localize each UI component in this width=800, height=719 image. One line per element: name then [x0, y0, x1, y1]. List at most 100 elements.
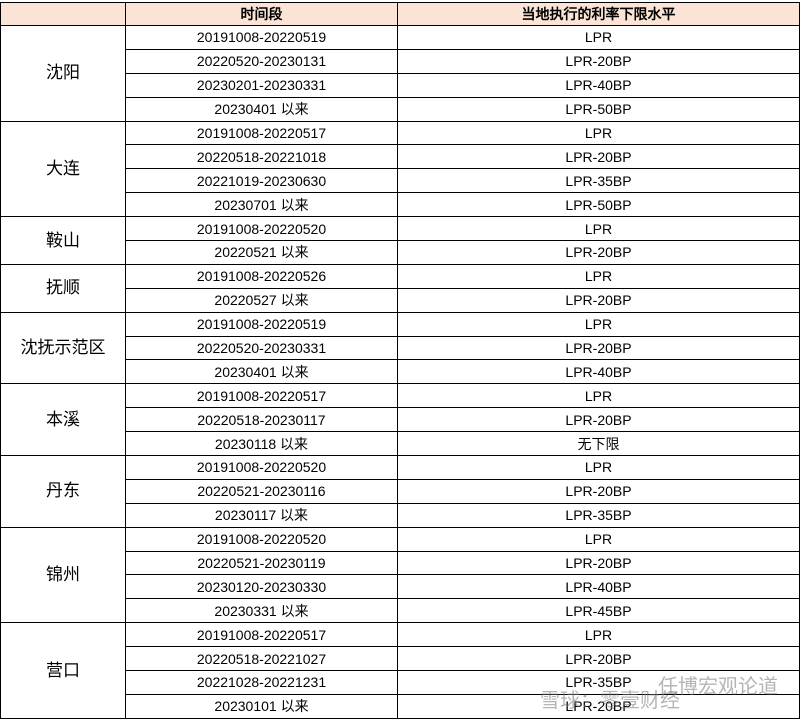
table-row: 20230117 以来 LPR-35BP: [1, 502, 800, 528]
city-cell: 锦州: [0, 526, 126, 624]
period-cell: 20220518-20221018: [125, 144, 398, 170]
period-cell: 20230117 以来: [125, 502, 398, 528]
rate-cell: LPR: [397, 25, 800, 50]
rate-cell: LPR-35BP: [397, 502, 800, 528]
city-cell: 沈阳: [0, 25, 126, 122]
rate-cell: LPR-40BP: [397, 359, 800, 385]
header-cell: 当地执行的利率下限水平: [397, 2, 800, 26]
table-row: 20220521-20230119 LPR-20BP: [1, 550, 800, 576]
period-cell: 20230201-20230331: [125, 72, 398, 98]
period-cell: 20220521 以来: [125, 240, 398, 265]
rate-cell: 无下限: [397, 431, 800, 457]
rate-cell: LPR-20BP: [397, 287, 800, 313]
rate-cell: LPR-20BP: [397, 407, 800, 433]
table-row: 本溪 20191008-20220517 LPR: [0, 383, 800, 457]
rate-cell: LPR: [397, 526, 800, 552]
rate-cell: LPR-20BP: [397, 478, 800, 504]
rate-cell: LPR: [397, 263, 800, 289]
watermark: 雪球：零壹财经: [540, 690, 680, 712]
rate-cell: LPR-35BP: [397, 670, 800, 695]
rate-cell: LPR-40BP: [397, 574, 800, 600]
table-row: 20230118 以来 无下限: [1, 431, 800, 457]
period-cell: 20220521-20230116: [125, 478, 398, 504]
city-cell: 沈抚示范区: [0, 311, 126, 385]
period-cell: 20191008-20220517: [125, 120, 398, 146]
period-cell: 20221028-20221231: [125, 670, 398, 695]
city-cell: 抚顺: [0, 263, 126, 313]
period-cell: 20191008-20220517: [125, 622, 398, 648]
table-row: 20221028-20221231 LPR-35BP: [1, 670, 800, 695]
period-cell: 20230101 以来: [125, 693, 398, 719]
period-cell: 20230401 以来: [125, 359, 398, 385]
header-cell: 时间段: [125, 2, 398, 26]
rate-cell: LPR-20BP: [397, 48, 800, 74]
rate-cell: LPR-20BP: [397, 550, 800, 576]
table-row: 20230401 以来 LPR-50BP: [1, 96, 800, 122]
rate-cell: LPR-40BP: [397, 72, 800, 98]
table-row: 丹东 20191008-20220520 LPR: [0, 455, 800, 528]
header-cell: [0, 2, 126, 26]
period-cell: 20230120-20230330: [125, 574, 398, 600]
city-cell: 鞍山: [0, 216, 126, 265]
table-row: 20220518-20221027 LPR-20BP: [1, 646, 800, 672]
rate-cell: LPR-45BP: [397, 598, 800, 624]
rate-cell: LPR: [397, 622, 800, 648]
rate-cell: LPR: [397, 216, 800, 242]
period-cell: 20230118 以来: [125, 431, 398, 457]
header-row: 时间段 当地执行的利率下限水平: [0, 2, 800, 26]
city-cell: 本溪: [0, 383, 126, 457]
period-cell: 20191008-20220517: [125, 383, 398, 409]
rate-cell: LPR: [397, 383, 800, 409]
table-row: 抚顺 20191008-20220526 LPR: [0, 263, 800, 313]
rate-cell: LPR-20BP: [397, 693, 800, 719]
table-header: 时间段 当地执行的利率下限水平: [0, 2, 800, 26]
period-cell: 20220520-20230131: [125, 48, 398, 74]
period-cell: 20220518-20230117: [125, 407, 398, 433]
table-row: 20230401 以来 LPR-40BP: [1, 359, 800, 385]
table-row: 20220521 以来 LPR-20BP: [1, 240, 800, 265]
period-cell: 20220527 以来: [125, 287, 398, 313]
period-cell: 20230331 以来: [125, 598, 398, 624]
city-cell: 营口: [0, 622, 126, 719]
period-cell: 20220521-20230119: [125, 550, 398, 576]
period-cell: 20220520-20230331: [125, 335, 398, 361]
rate-cell: LPR-50BP: [397, 96, 800, 122]
table-body: 沈阳 20191008-20220519 LPR 20220520-20230131 L…: [0, 25, 800, 719]
table-row: 20221019-20230630 LPR-35BP: [1, 168, 800, 194]
period-cell: 20191008-20220519: [125, 311, 398, 337]
table-row: 鞍山 20191008-20220520 LPR: [0, 216, 800, 265]
period-cell: 20221019-20230630: [125, 168, 398, 194]
table-row: 大连 20191008-20220517 LPR: [0, 120, 800, 218]
period-cell: 20230401 以来: [125, 96, 398, 122]
rate-cell: LPR: [397, 120, 800, 146]
table-row: 20220518-20221018 LPR-20BP: [1, 144, 800, 170]
period-cell: 20230701 以来: [125, 192, 398, 218]
table-row: 20230331 以来 LPR-45BP: [1, 598, 800, 624]
rate-cell: LPR: [397, 311, 800, 337]
table-row: 营口 20191008-20220517 LPR: [0, 622, 800, 719]
period-cell: 20191008-20220519: [125, 25, 398, 50]
table-row: 沈抚示范区 20191008-20220519 LPR: [0, 311, 800, 385]
table-row: 20230120-20230330 LPR-40BP: [1, 574, 800, 600]
rate-cell: LPR-20BP: [397, 335, 800, 361]
rate-cell: LPR-35BP: [397, 168, 800, 194]
city-cell: 丹东: [0, 455, 126, 528]
rate-cell: LPR-20BP: [397, 144, 800, 170]
table-row: 20220527 以来 LPR-20BP: [1, 287, 800, 313]
table-row: 20230701 以来 LPR-50BP: [1, 192, 800, 218]
rate-cell: LPR-50BP: [397, 192, 800, 218]
rate-cell: LPR-20BP: [397, 240, 800, 265]
period-cell: 20191008-20220520: [125, 216, 398, 242]
period-cell: 20220518-20221027: [125, 646, 398, 672]
period-cell: 20191008-20220520: [125, 455, 398, 480]
rate-cell: LPR: [397, 455, 800, 480]
period-cell: 20191008-20220526: [125, 263, 398, 289]
table-row: 20230101 以来 LPR-20BP: [1, 693, 800, 719]
city-cell: 大连: [0, 120, 126, 218]
table-row: 20230201-20230331 LPR-40BP: [1, 72, 800, 98]
table-row: 20220520-20230131 LPR-20BP: [1, 48, 800, 74]
table-row: 锦州 20191008-20220520 LPR: [0, 526, 800, 624]
rate-cell: LPR-20BP: [397, 646, 800, 672]
period-cell: 20191008-20220520: [125, 526, 398, 552]
